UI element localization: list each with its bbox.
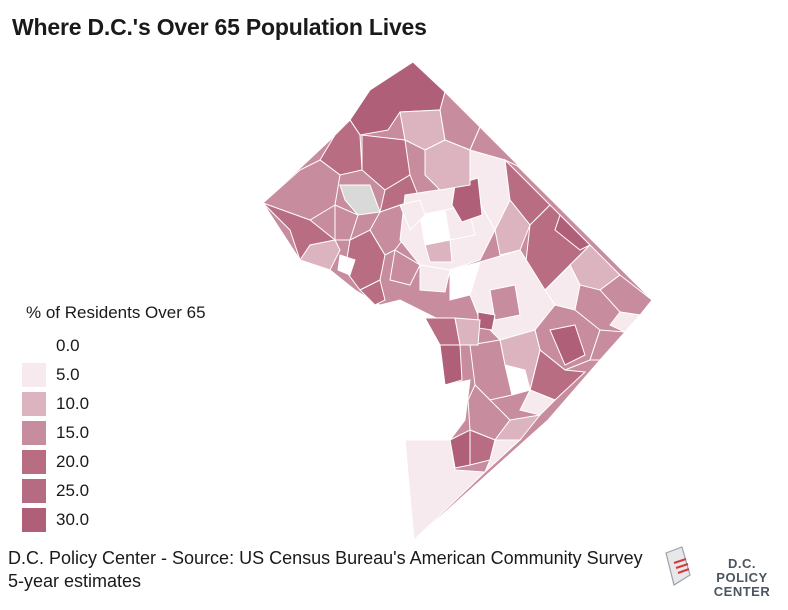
dc-tract-map xyxy=(262,61,653,542)
legend-label: 20.0 xyxy=(56,451,90,471)
source-note: D.C. Policy Center - Source: US Census B… xyxy=(8,548,643,591)
map-tract xyxy=(424,239,453,263)
map-tract xyxy=(589,329,627,361)
legend-swatch xyxy=(22,507,46,532)
map-tract xyxy=(419,264,451,293)
legend-swatch xyxy=(22,391,46,416)
map-tract xyxy=(359,279,386,306)
legend-label: 25.0 xyxy=(56,480,90,500)
map-tract xyxy=(454,317,481,346)
map-tract xyxy=(299,239,341,271)
legend-swatch xyxy=(22,333,46,358)
legend-item: 20.0 xyxy=(20,447,206,476)
map-tract xyxy=(494,199,531,256)
map-tract xyxy=(424,317,461,346)
legend-label: 0.0 xyxy=(56,335,80,355)
map-tract xyxy=(489,284,521,321)
legend-swatch xyxy=(22,478,46,503)
map-tract xyxy=(389,249,421,286)
map-tract xyxy=(337,254,356,276)
map-tract xyxy=(451,177,483,223)
legend-label: 10.0 xyxy=(56,393,90,413)
map-tract xyxy=(549,324,586,366)
map-tract xyxy=(439,344,463,386)
legend-item: 30.0 xyxy=(20,505,206,534)
map-tract xyxy=(449,261,481,301)
legend-label: 5.0 xyxy=(56,364,80,384)
legend-swatch xyxy=(22,362,46,387)
map-tract xyxy=(569,244,621,291)
logo-line-1: D.C. POLICY xyxy=(716,556,768,585)
map-tract xyxy=(477,311,496,331)
legend-item: 15.0 xyxy=(20,418,206,447)
legend-item: 10.0 xyxy=(20,389,206,418)
legend-item: 25.0 xyxy=(20,476,206,505)
legend-items: 0.0 5.0 10.0 15.0 20.0 25.0 30.0 xyxy=(20,331,206,534)
legend-swatch xyxy=(22,420,46,445)
map-tract xyxy=(554,214,591,251)
legend-swatch xyxy=(22,449,46,474)
map-tract xyxy=(399,199,426,231)
legend-item: 5.0 xyxy=(20,360,206,389)
map-tract xyxy=(404,439,487,542)
legend-label: 15.0 xyxy=(56,422,90,442)
capitol-dome-icon xyxy=(665,546,691,586)
page-title: Where D.C.'s Over 65 Population Lives xyxy=(12,14,427,40)
logo-line-2: CENTER xyxy=(713,584,771,599)
legend: % of Residents Over 65 0.0 5.0 10.0 15.0 20.… xyxy=(20,303,206,534)
legend-item: 0.0 xyxy=(20,331,206,360)
legend-label: 30.0 xyxy=(56,509,90,529)
legend-title: % of Residents Over 65 xyxy=(26,303,206,322)
dc-policy-center-logo: D.C. POLICY CENTER xyxy=(660,545,780,599)
map-tract xyxy=(339,184,381,216)
map-tract xyxy=(424,139,471,191)
